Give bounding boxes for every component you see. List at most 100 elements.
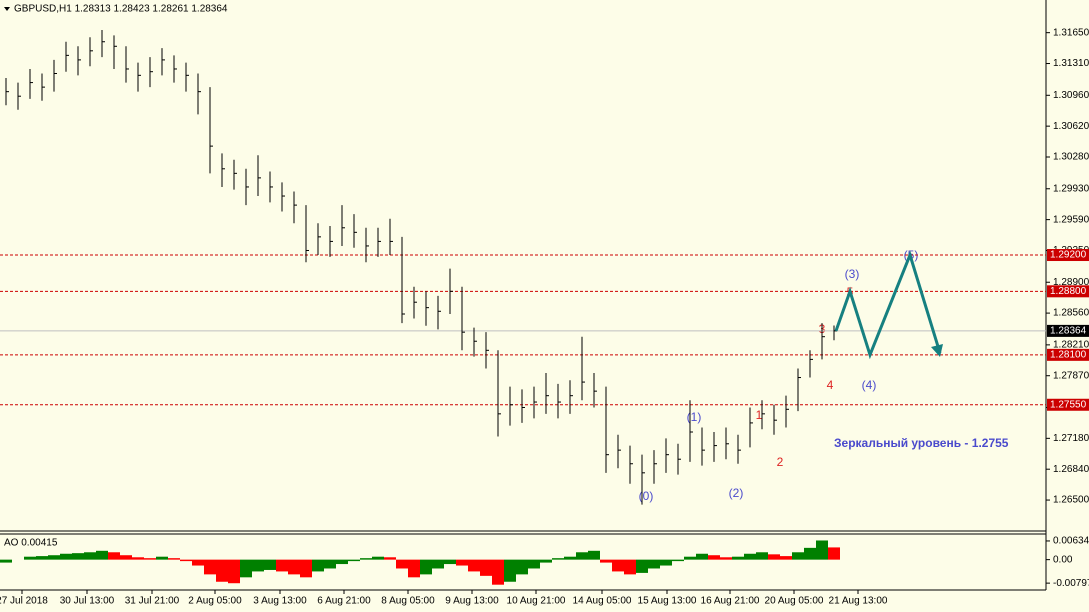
x-tick-label: 30 Jul 13:00 bbox=[60, 596, 115, 607]
ao-bar bbox=[204, 559, 216, 575]
ao-bar bbox=[576, 552, 588, 560]
ao-bar bbox=[396, 559, 408, 569]
ao-bar bbox=[288, 559, 300, 575]
ao-bar bbox=[780, 556, 792, 560]
ao-title: AO 0.00415 bbox=[4, 538, 58, 549]
y-tick-label: 1.29930 bbox=[1053, 183, 1089, 194]
ao-bar bbox=[648, 559, 660, 569]
ao-bar bbox=[60, 553, 72, 560]
wave-label: (0) bbox=[639, 489, 654, 503]
wave-label: 1 bbox=[756, 408, 763, 422]
x-tick-label: 16 Aug 21:00 bbox=[701, 596, 760, 607]
wave-label: 4 bbox=[827, 378, 834, 392]
ao-bar bbox=[624, 559, 636, 575]
ao-bar bbox=[636, 559, 648, 573]
ao-bar bbox=[72, 553, 84, 560]
ao-bar bbox=[348, 559, 360, 562]
y-tick-label: 1.31310 bbox=[1053, 58, 1089, 69]
y-tick-label: 1.29590 bbox=[1053, 214, 1089, 225]
wave-label: (3) bbox=[845, 267, 860, 281]
ao-bar bbox=[324, 559, 336, 569]
x-tick-label: 31 Jul 21:00 bbox=[125, 596, 180, 607]
annotation: Зеркальный уровень - 1.2755 bbox=[834, 436, 1009, 450]
ao-bar bbox=[516, 559, 528, 575]
ao-bar bbox=[252, 559, 264, 572]
ao-bar bbox=[240, 559, 252, 578]
level-box bbox=[1047, 285, 1089, 298]
ao-bar bbox=[804, 547, 816, 560]
ao-bar bbox=[96, 550, 108, 560]
level-label: 1.28100 bbox=[1050, 349, 1087, 360]
ao-bar bbox=[300, 559, 312, 578]
ao-bar bbox=[756, 552, 768, 560]
forecast-line bbox=[834, 250, 942, 360]
x-tick-label: 15 Aug 13:00 bbox=[638, 596, 697, 607]
ao-bar bbox=[468, 559, 480, 572]
ao-bar bbox=[540, 559, 552, 563]
ao-bar bbox=[744, 553, 756, 560]
y-tick-label: 1.26840 bbox=[1053, 464, 1089, 475]
y-tick-label: 1.30960 bbox=[1053, 90, 1089, 101]
x-tick-label: 20 Aug 05:00 bbox=[765, 596, 824, 607]
ao-bar bbox=[24, 556, 36, 560]
ao-bar bbox=[168, 558, 180, 560]
ao-bar bbox=[336, 559, 348, 565]
ao-bar bbox=[720, 557, 732, 560]
x-tick-label: 21 Aug 13:00 bbox=[829, 596, 888, 607]
ao-bar bbox=[672, 559, 684, 562]
ao-bar bbox=[768, 554, 780, 560]
forecast-arrow bbox=[931, 344, 943, 358]
ao-tick-label: 0.00634 bbox=[1053, 536, 1089, 547]
ao-bar bbox=[492, 559, 504, 585]
y-tick-label: 1.31650 bbox=[1053, 27, 1089, 38]
ao-bar bbox=[600, 559, 612, 563]
y-tick-label: 1.28900 bbox=[1053, 277, 1089, 288]
ao-bar bbox=[264, 559, 276, 570]
ao-bar bbox=[48, 555, 60, 560]
ao-bar bbox=[528, 559, 540, 569]
x-tick-label: 6 Aug 21:00 bbox=[317, 596, 371, 607]
x-tick-label: 10 Aug 21:00 bbox=[507, 596, 566, 607]
ao-bar bbox=[120, 555, 132, 560]
level-box bbox=[1047, 348, 1089, 361]
ao-tick-label: 0.00 bbox=[1053, 554, 1073, 565]
level-box bbox=[1047, 249, 1089, 262]
ao-bar bbox=[276, 559, 288, 572]
ao-bar bbox=[732, 556, 744, 560]
level-label: 1.28800 bbox=[1050, 286, 1087, 297]
x-tick-label: 2 Aug 05:00 bbox=[188, 596, 242, 607]
ao-bar bbox=[660, 559, 672, 566]
y-tick-label: 1.27180 bbox=[1053, 433, 1089, 444]
ao-bar bbox=[408, 559, 420, 578]
ao-bar bbox=[552, 558, 564, 560]
ao-bar bbox=[144, 558, 156, 560]
y-tick-label: 1.30620 bbox=[1053, 121, 1089, 132]
ao-bar bbox=[384, 557, 396, 560]
ao-bar bbox=[312, 559, 324, 572]
ao-bar bbox=[684, 556, 696, 560]
ao-bar bbox=[132, 557, 144, 560]
ao-bar bbox=[612, 559, 624, 572]
ao-bar bbox=[504, 559, 516, 582]
ao-bar bbox=[792, 552, 804, 560]
ao-bar bbox=[456, 559, 468, 566]
x-tick-label: 27 Jul 2018 bbox=[0, 596, 48, 607]
ao-bar bbox=[444, 559, 456, 565]
ao-bar bbox=[480, 559, 492, 576]
wave-label: (4) bbox=[862, 378, 877, 392]
x-tick-label: 8 Aug 05:00 bbox=[381, 596, 435, 607]
ao-bar bbox=[432, 559, 444, 569]
y-tick-label: 1.28210 bbox=[1053, 340, 1089, 351]
x-tick-label: 9 Aug 13:00 bbox=[445, 596, 499, 607]
y-tick-label: 1.27870 bbox=[1053, 370, 1089, 381]
ao-bar bbox=[156, 556, 168, 560]
ao-bar bbox=[228, 559, 240, 584]
chart-title: GBPUSD,H1 1.28313 1.28423 1.28261 1.2836… bbox=[14, 4, 228, 15]
ao-bar bbox=[0, 559, 12, 563]
wave-label: (1) bbox=[687, 410, 702, 424]
ao-bar bbox=[192, 559, 204, 566]
ao-bar bbox=[216, 559, 228, 582]
y-tick-label: 1.30280 bbox=[1053, 152, 1089, 163]
